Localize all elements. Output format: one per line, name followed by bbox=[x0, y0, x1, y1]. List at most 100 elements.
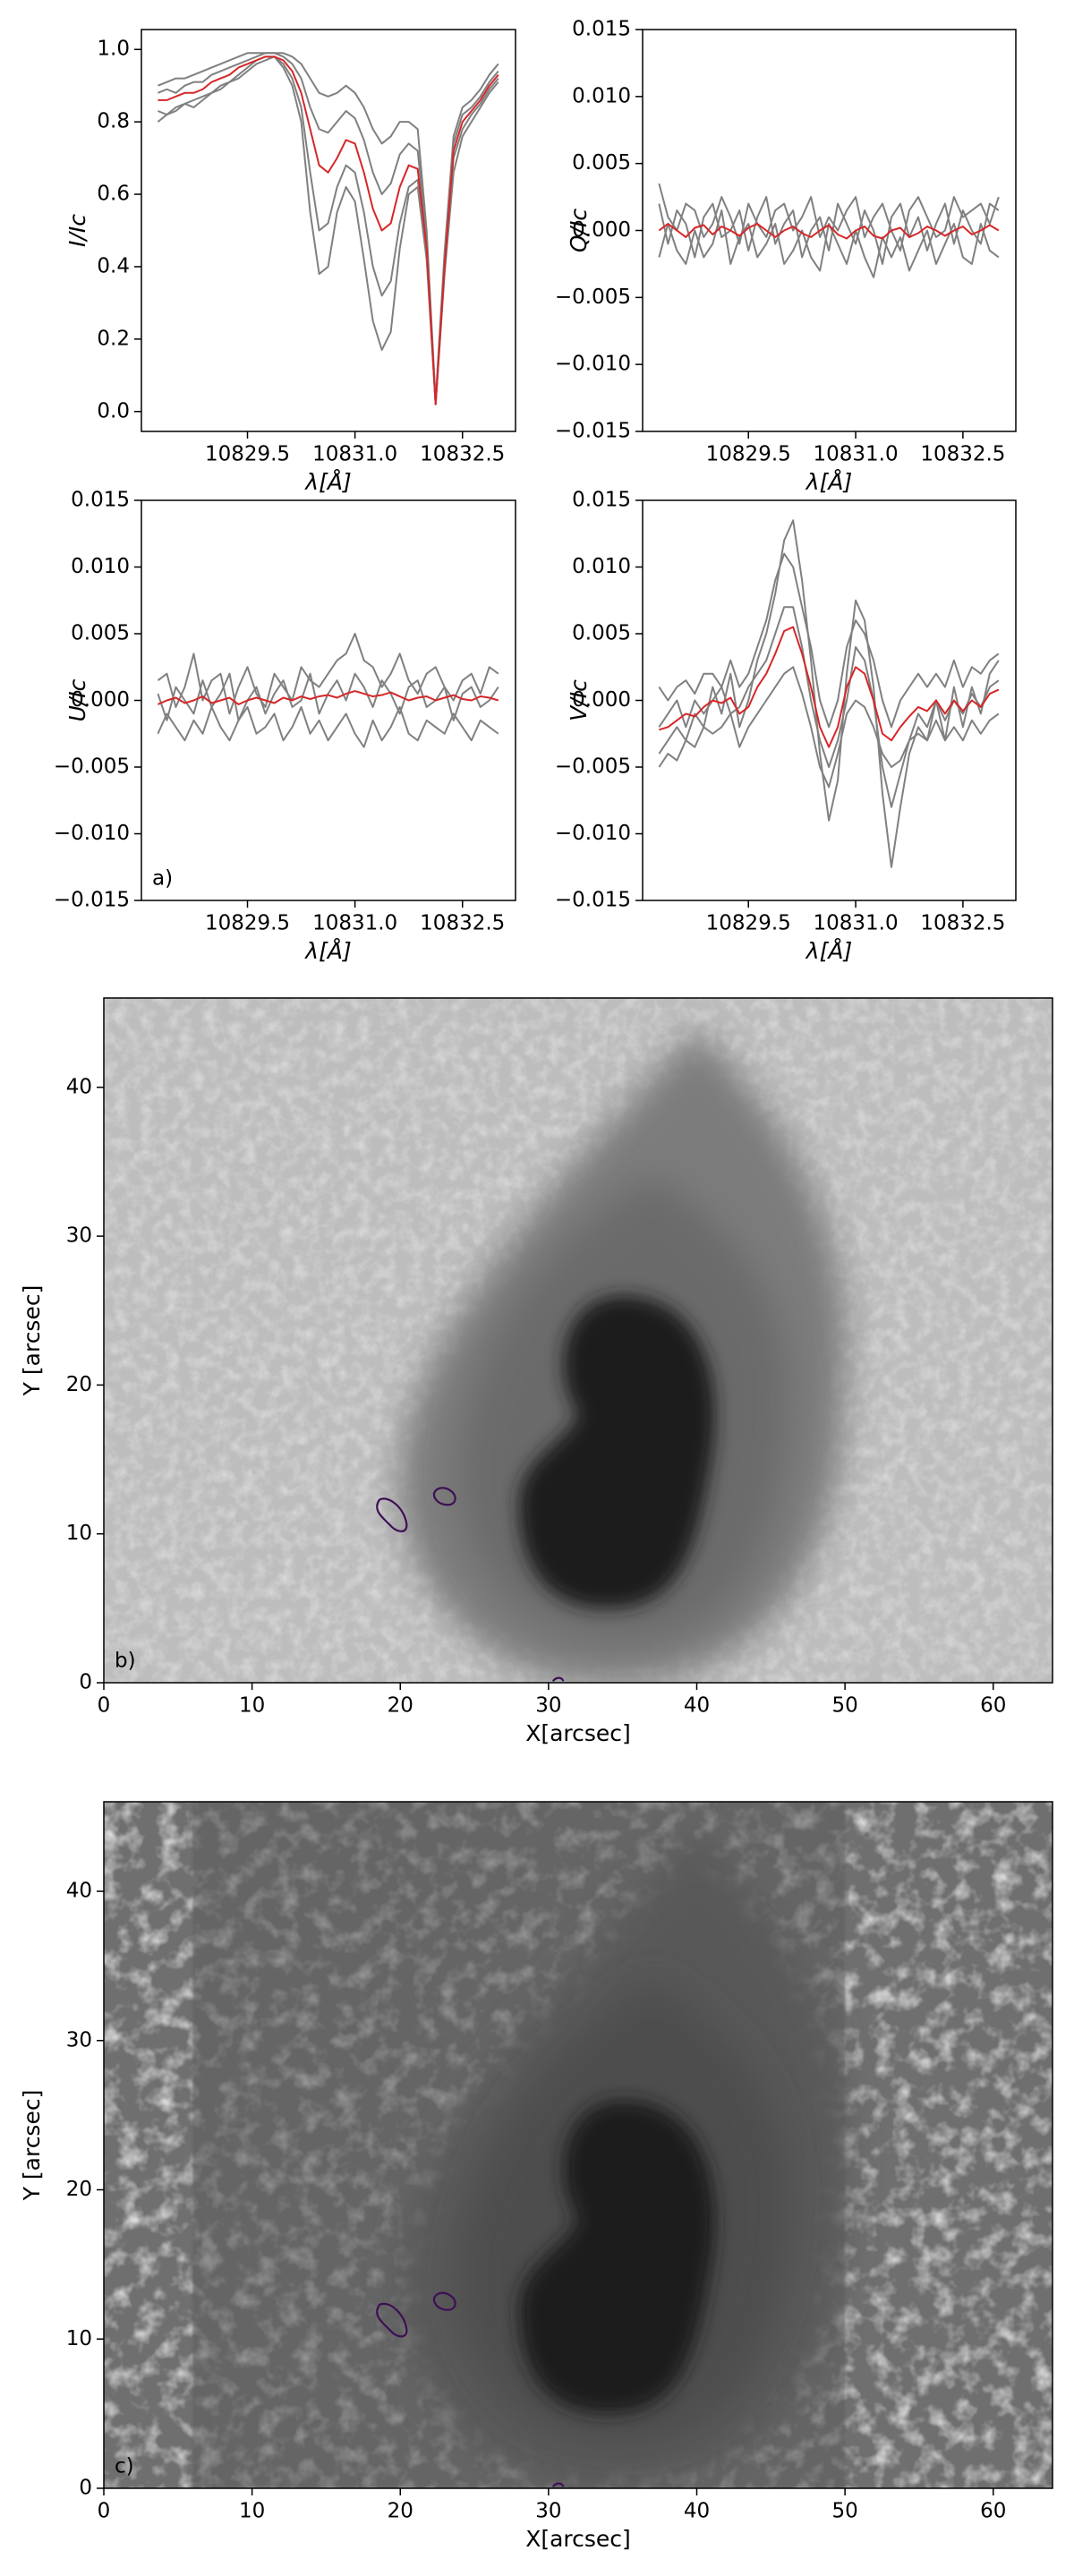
sunspot bbox=[377, 1028, 848, 1683]
y-tick-label: 0.010 bbox=[572, 84, 631, 107]
y-tick-label: 0.000 bbox=[71, 688, 130, 712]
x-axis-label: λ[Å] bbox=[303, 469, 351, 495]
series-line bbox=[658, 183, 1000, 252]
y-tick-label: 0.005 bbox=[572, 622, 631, 645]
y-axis-label: Q/Ic bbox=[566, 209, 592, 252]
y-tick-label: −0.015 bbox=[555, 889, 631, 912]
sunspot bbox=[377, 1831, 848, 2488]
y-tick-label: −0.015 bbox=[555, 420, 631, 443]
series-line bbox=[658, 519, 1000, 868]
axes-frame bbox=[642, 499, 1017, 901]
y-tick-label: 1.0 bbox=[97, 38, 130, 61]
x-tick-label: 10831.0 bbox=[813, 912, 898, 935]
contour bbox=[434, 1488, 456, 1505]
x-tick-label: 10 bbox=[239, 1694, 265, 1718]
x-tick-label: 20 bbox=[388, 1694, 413, 1718]
y-tick-label: 10 bbox=[66, 2327, 92, 2350]
x-tick-label: 10832.5 bbox=[920, 912, 1005, 935]
series-line bbox=[157, 705, 499, 748]
series-line bbox=[158, 690, 499, 705]
x-tick-label: 10829.5 bbox=[205, 912, 290, 935]
y-tick-label: 0.8 bbox=[97, 110, 130, 133]
x-tick-label: 30 bbox=[535, 1694, 561, 1718]
contour bbox=[553, 2484, 564, 2487]
x-tick-label: 10829.5 bbox=[706, 443, 791, 466]
x-tick-label: 10832.5 bbox=[920, 443, 1005, 466]
y-tick-label: 40 bbox=[66, 1075, 92, 1098]
x-tick-label: 10831.0 bbox=[813, 443, 898, 466]
y-tick-label: −0.005 bbox=[54, 755, 130, 779]
axes-frame bbox=[103, 997, 1053, 1684]
x-tick-label: 50 bbox=[831, 2500, 857, 2523]
axes-frame bbox=[141, 29, 516, 432]
x-axis-label: λ[Å] bbox=[805, 469, 852, 495]
x-axis-label: X[arcsec] bbox=[525, 1720, 631, 1746]
x-tick-label: 40 bbox=[684, 2500, 710, 2523]
y-tick-label: 20 bbox=[66, 2178, 92, 2201]
x-tick-label: 10831.0 bbox=[312, 912, 397, 935]
y-tick-label: −0.015 bbox=[54, 889, 130, 912]
y-axis-label: Y [arcsec] bbox=[19, 1285, 45, 1397]
contour bbox=[434, 2293, 456, 2310]
x-tick-label: 30 bbox=[535, 2500, 561, 2523]
x-tick-label: 10829.5 bbox=[706, 912, 791, 935]
axes-frame bbox=[642, 29, 1017, 432]
axes-frame bbox=[141, 499, 516, 901]
y-tick-label: 0.0 bbox=[97, 399, 130, 422]
y-tick-label: 30 bbox=[66, 1224, 92, 1248]
x-tick-label: 40 bbox=[684, 1694, 710, 1718]
panel-label: a) bbox=[152, 867, 173, 891]
y-tick-label: −0.010 bbox=[54, 822, 130, 845]
y-tick-label: 0.005 bbox=[71, 622, 130, 645]
axes-frame bbox=[103, 1801, 1053, 2489]
y-tick-label: 0.4 bbox=[97, 254, 130, 277]
y-tick-label: 0.010 bbox=[71, 555, 130, 578]
x-tick-label: 10832.5 bbox=[420, 912, 505, 935]
contour bbox=[553, 1678, 564, 1682]
x-tick-label: 60 bbox=[980, 2500, 1006, 2523]
x-axis-label: X[arcsec] bbox=[525, 2526, 631, 2552]
y-axis-label: Y [arcsec] bbox=[19, 2090, 45, 2202]
x-tick-label: 10 bbox=[239, 2500, 265, 2523]
y-axis-label: U/Ic bbox=[64, 678, 90, 721]
x-tick-label: 10832.5 bbox=[420, 443, 505, 466]
umbra bbox=[518, 2100, 716, 2414]
y-tick-label: 40 bbox=[66, 1880, 92, 1903]
y-tick-label: 0 bbox=[79, 2477, 92, 2500]
y-tick-label: 0.015 bbox=[572, 489, 631, 512]
x-tick-label: 0 bbox=[98, 2500, 111, 2523]
y-tick-label: 20 bbox=[66, 1373, 92, 1396]
y-tick-label: 0.000 bbox=[572, 688, 631, 712]
intensity-map bbox=[104, 998, 1053, 1683]
x-tick-label: 60 bbox=[980, 1694, 1006, 1718]
x-axis-label: λ[Å] bbox=[303, 938, 351, 964]
y-tick-label: −0.005 bbox=[555, 755, 631, 779]
panel-label: b) bbox=[115, 1650, 136, 1673]
series-line bbox=[658, 552, 1000, 729]
x-axis-label: λ[Å] bbox=[805, 938, 852, 964]
series-line bbox=[658, 223, 1000, 240]
y-tick-label: −0.010 bbox=[555, 822, 631, 845]
y-axis-label: V/Ic bbox=[566, 679, 592, 721]
y-tick-label: 30 bbox=[66, 2028, 92, 2051]
y-axis-label: I/Ic bbox=[64, 214, 90, 247]
contour bbox=[377, 2304, 406, 2337]
y-tick-label: 0.010 bbox=[572, 555, 631, 578]
x-tick-label: 10829.5 bbox=[205, 443, 290, 466]
y-tick-label: 0.6 bbox=[97, 183, 130, 206]
panel-label: c) bbox=[115, 2455, 134, 2478]
series-line bbox=[659, 626, 1000, 748]
y-tick-label: 0.2 bbox=[97, 327, 130, 350]
intensity-map bbox=[104, 1802, 1053, 2488]
umbra bbox=[518, 1295, 716, 1608]
x-tick-label: 10831.0 bbox=[312, 443, 397, 466]
y-tick-label: 0.015 bbox=[71, 489, 130, 512]
y-tick-label: 0.000 bbox=[572, 218, 631, 242]
y-tick-label: 0.015 bbox=[572, 18, 631, 41]
contour bbox=[377, 1498, 406, 1531]
x-tick-label: 20 bbox=[388, 2500, 413, 2523]
y-tick-label: −0.010 bbox=[555, 353, 631, 376]
x-tick-label: 0 bbox=[98, 1694, 111, 1718]
x-tick-label: 50 bbox=[831, 1694, 857, 1718]
